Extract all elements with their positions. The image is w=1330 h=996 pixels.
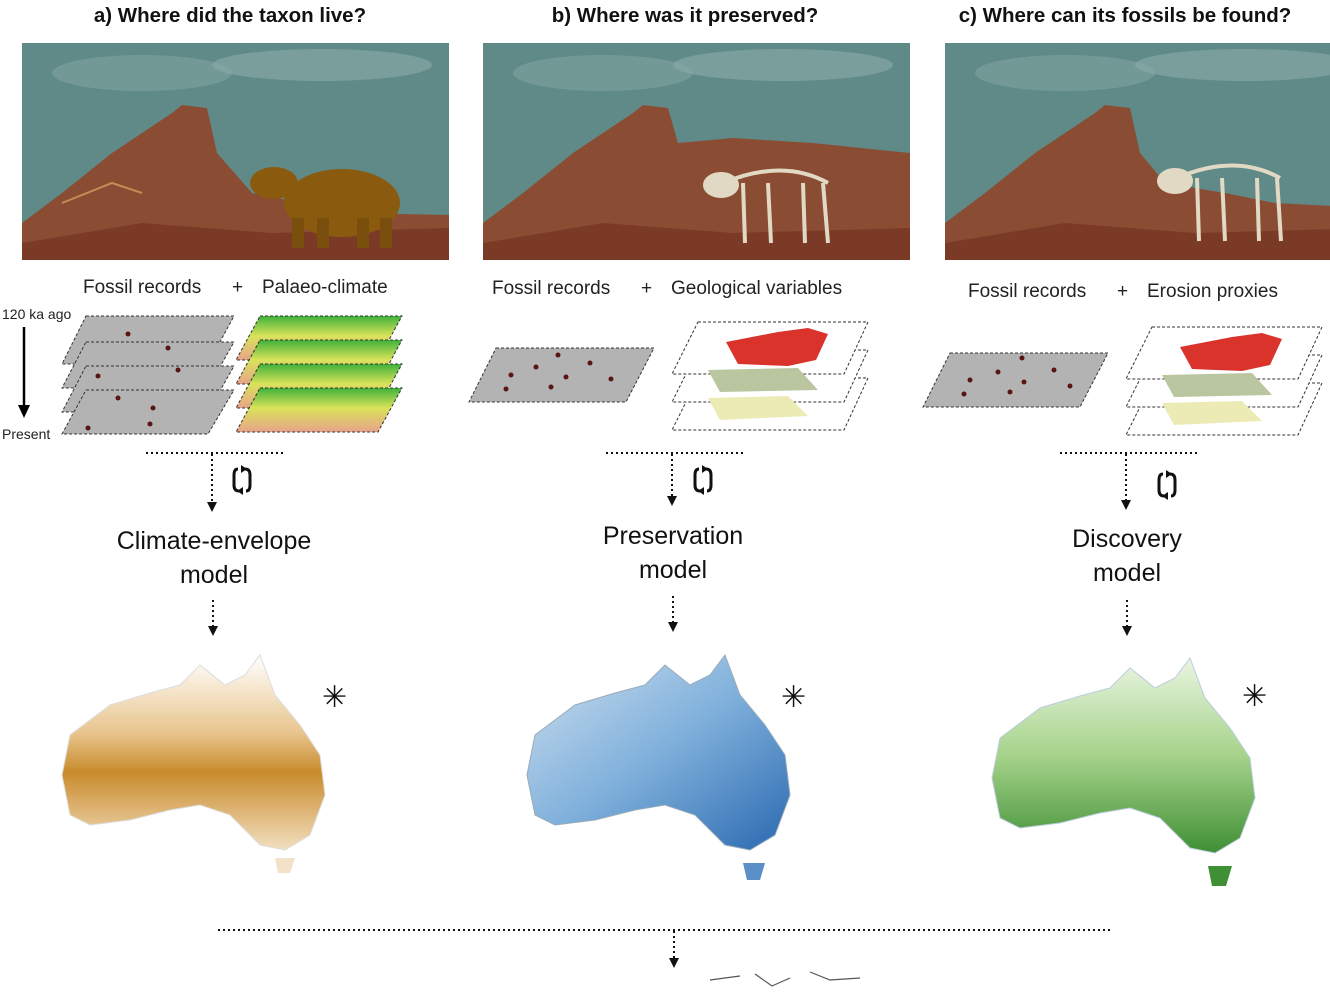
panel-c-erosion-label: Erosion proxies <box>1147 281 1278 302</box>
model-a-line1: Climate-envelope <box>116 527 312 555</box>
erosion-stack <box>1125 326 1323 436</box>
time-top-label: 120 ka ago <box>2 306 72 322</box>
fossil-layer-stack <box>61 315 235 435</box>
fossil-layer-single-b <box>468 347 655 403</box>
exposed-skeleton <box>1157 163 1283 242</box>
model-c-line1: Discovery <box>1072 525 1182 553</box>
discovery-map: ✳ <box>991 656 1267 886</box>
discovery-model-label: Discovery model <box>1017 522 1237 590</box>
panel-b-title: b) Where was it preserved? <box>551 4 819 27</box>
panel-b-fossil-label: Fossil records <box>492 278 611 299</box>
panel-a-fossil-label: Fossil records <box>83 277 202 298</box>
scene-discovered-fossil <box>945 43 1330 260</box>
arrow-to-map-b <box>668 596 678 632</box>
panel-a-plus: + <box>232 277 244 298</box>
panel-c-fossil-label: Fossil records <box>968 281 1087 302</box>
panel-b-plus: + <box>641 278 653 299</box>
model-b-line1: Preservation <box>602 522 744 550</box>
connector-a <box>146 452 284 512</box>
scene-preserved-skeleton <box>483 43 910 260</box>
model-c-line2: model <box>1092 559 1162 587</box>
connector-c <box>1060 452 1198 510</box>
palaeo-climate-stack <box>235 315 403 433</box>
asterisk-icon: ✳ <box>322 680 347 715</box>
combine-connector <box>218 929 1110 968</box>
scene-living-taxon <box>22 43 449 260</box>
fossil-layer-single-c <box>922 352 1109 408</box>
preservation-model-label: Preservation model <box>563 519 783 587</box>
preservation-map: ✳ <box>526 653 806 880</box>
panel-c-title: c) Where can its fossils be found? <box>958 4 1292 27</box>
panel-a-title: a) Where did the taxon live? <box>93 4 367 27</box>
asterisk-icon: ✳ <box>781 680 806 715</box>
panel-a-climate-label: Palaeo-climate <box>262 277 388 298</box>
arrow-to-map-a <box>208 600 218 636</box>
cycle-icon <box>1157 470 1177 500</box>
model-b-line2: model <box>638 556 708 584</box>
diprotodon-animal <box>250 167 400 248</box>
time-arrow <box>18 327 30 418</box>
panel-c-plus: + <box>1117 281 1129 302</box>
climate-envelope-map: ✳ <box>61 653 347 873</box>
cycle-icon <box>693 465 713 495</box>
connector-b <box>606 452 744 506</box>
geology-stack <box>671 321 869 431</box>
arrow-to-map-c <box>1122 600 1132 636</box>
model-a-line2: model <box>179 561 249 589</box>
cycle-icon <box>232 465 252 495</box>
combined-map-partial <box>709 971 861 987</box>
skeleton <box>703 168 830 244</box>
asterisk-icon: ✳ <box>1242 679 1267 714</box>
panel-b-geology-label: Geological variables <box>671 278 843 299</box>
climate-envelope-model-label: Climate-envelope model <box>94 524 334 592</box>
time-bottom-label: Present <box>2 426 51 442</box>
